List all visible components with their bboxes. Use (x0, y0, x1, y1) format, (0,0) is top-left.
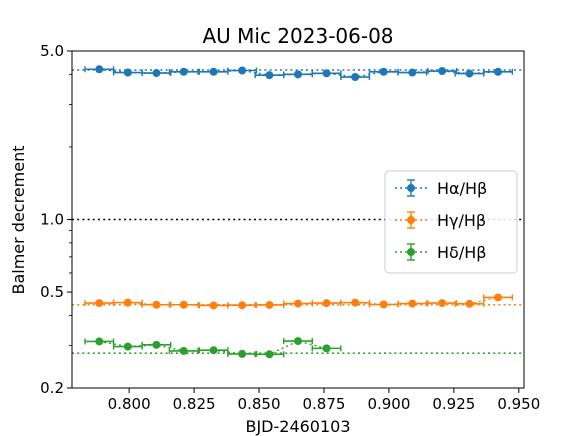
data-point (294, 70, 302, 79)
legend-label: Hδ/Hβ (437, 243, 486, 262)
data-point (179, 346, 188, 355)
legend-label: Hα/Hβ (437, 179, 487, 198)
data-point (465, 69, 474, 78)
data-point (408, 299, 417, 308)
plot-area (72, 65, 524, 359)
data-point (351, 73, 360, 82)
data-point (123, 298, 132, 307)
x-tick-label: 0.800 (108, 395, 151, 413)
y-tick-label: 0.2 (40, 379, 64, 397)
data-point (265, 71, 274, 80)
data-point (294, 299, 302, 308)
data-point (408, 68, 417, 77)
legend-marker (407, 248, 415, 256)
data-point (95, 337, 104, 346)
legend-label: Hγ/Hβ (437, 211, 486, 230)
axes: 0.800 0.825 0.850 0.875 0.900 0.925 0.950 0.2 0.… (40, 42, 540, 413)
x-tick-label: 0.950 (497, 395, 540, 413)
legend-box (384, 170, 518, 274)
data-point (209, 67, 218, 76)
legend-marker (407, 184, 415, 192)
data-point (494, 293, 503, 302)
y-axis-label: Balmer decrement (9, 145, 28, 294)
data-point (322, 344, 331, 353)
data-point (238, 66, 247, 75)
chart-title: AU Mic 2023-06-08 (202, 24, 393, 48)
x-tick-label: 0.900 (367, 395, 410, 413)
series-3 (72, 337, 524, 359)
data-point (209, 301, 218, 310)
data-point (438, 67, 447, 76)
data-point (322, 299, 331, 308)
legend: Hα/Hβ Hγ/Hβ Hδ/Hβ (384, 170, 518, 274)
data-point (238, 301, 247, 310)
data-point (265, 350, 274, 359)
data-point (379, 67, 388, 76)
x-axis-label: BJD-2460103 (245, 417, 350, 436)
legend-entry-2: Hγ/Hβ (395, 211, 486, 230)
y-tick-label: 0.5 (40, 283, 64, 301)
legend-marker (407, 216, 415, 224)
x-tick-label: 0.850 (238, 395, 281, 413)
data-point (438, 299, 447, 308)
series-2 (72, 293, 524, 310)
data-point (123, 342, 132, 351)
data-point (152, 340, 161, 349)
data-point (322, 69, 331, 78)
x-tick-label: 0.925 (432, 395, 475, 413)
data-point (265, 300, 274, 309)
data-point (238, 349, 247, 358)
data-point (152, 69, 161, 78)
data-point (294, 337, 302, 346)
legend-entry-1: Hα/Hβ (395, 179, 487, 198)
data-point (179, 67, 188, 76)
data-point (351, 298, 360, 307)
x-tick-label: 0.825 (173, 395, 216, 413)
data-point (95, 65, 104, 74)
data-point (465, 299, 474, 308)
x-tick-label: 0.875 (303, 395, 346, 413)
data-point (179, 300, 188, 309)
data-point (209, 346, 218, 355)
data-point (379, 300, 388, 309)
y-tick-label: 1.0 (40, 211, 64, 229)
series-1 (72, 65, 524, 82)
data-point (123, 68, 132, 77)
data-point (152, 300, 161, 309)
data-point (494, 67, 503, 76)
y-tick-label: 5.0 (40, 42, 64, 60)
legend-entry-3: Hδ/Hβ (395, 243, 486, 262)
data-point (95, 299, 104, 308)
